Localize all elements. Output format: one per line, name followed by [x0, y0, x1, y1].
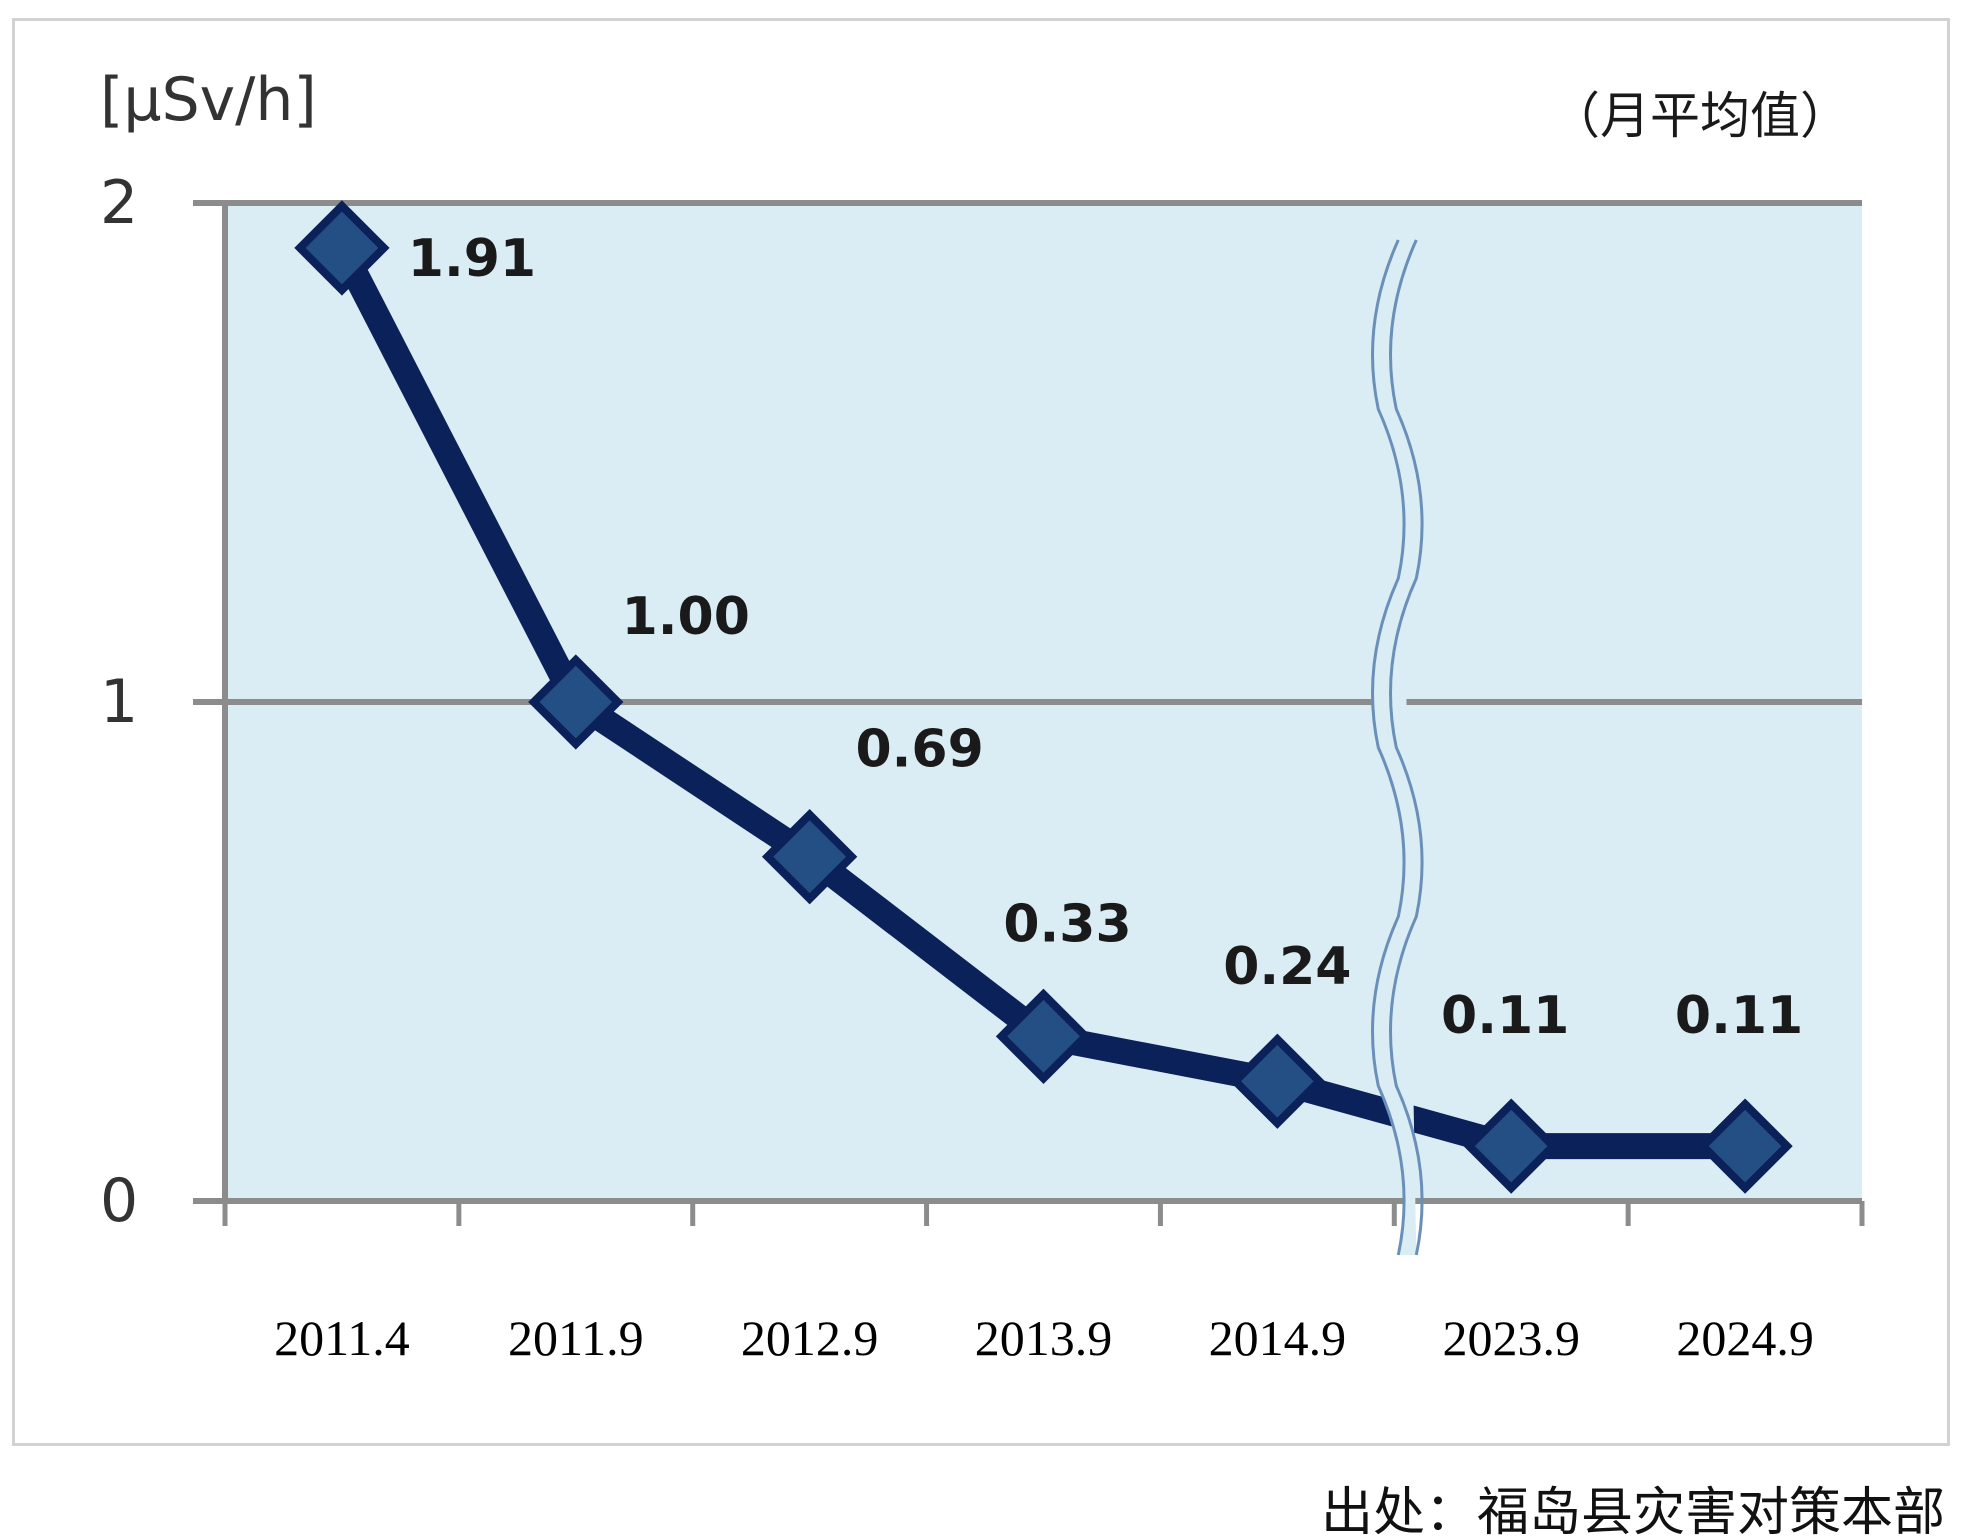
axis-break-gap [1372, 240, 1417, 1255]
x-tick-label: 2023.9 [1442, 1310, 1580, 1366]
data-label: 1.00 [622, 587, 750, 647]
markers [294, 200, 1793, 1194]
x-tick-labels: 2011.4 2011.9 2012.9 2013.9 2014.9 2023.9 2024… [274, 1310, 1814, 1366]
axis-break-mark [1371, 239, 1424, 1256]
y-tick-label: 1 [100, 667, 138, 737]
axes [222, 203, 1865, 1226]
y-tick-labels: 0 1 2 [100, 168, 138, 1236]
diamond-icon [1463, 1098, 1559, 1194]
chart-note-label: （月平均值） [1550, 87, 1850, 145]
diamond-icon [995, 988, 1092, 1084]
diamond-icon [1697, 1098, 1793, 1194]
diamond-icon [528, 654, 624, 750]
x-tick-label: 2012.9 [741, 1310, 879, 1366]
diamond-icon [761, 809, 858, 905]
x-tick-label: 2011.4 [274, 1310, 410, 1366]
x-tick-label: 2013.9 [975, 1310, 1113, 1366]
axis-break-line [1389, 239, 1424, 1256]
data-labels: 1.91 1.00 0.69 0.33 0.24 0.11 0.11 [408, 229, 1803, 1046]
data-label: 0.11 [1675, 986, 1803, 1046]
y-tick-label: 0 [100, 1166, 138, 1236]
diamond-icon [294, 200, 390, 296]
data-label: 0.24 [1223, 937, 1351, 997]
gridlines [193, 200, 1862, 1204]
data-label: 1.91 [408, 229, 536, 289]
x-tick-label: 2024.9 [1676, 1310, 1814, 1366]
y-tick-label: 2 [100, 168, 138, 238]
data-label: 0.33 [1003, 894, 1131, 954]
data-label: 0.11 [1441, 986, 1569, 1046]
y-axis-unit-label: [μSv/h] [100, 65, 317, 135]
x-tick-label: 2011.9 [508, 1310, 644, 1366]
source-caption: 出处：福岛县灾害对策本部 [1321, 1483, 1945, 1538]
data-label: 0.69 [855, 720, 983, 780]
axis-break-line [1371, 239, 1406, 1256]
diamond-icon [1229, 1033, 1326, 1129]
x-tick-label: 2014.9 [1209, 1310, 1347, 1366]
